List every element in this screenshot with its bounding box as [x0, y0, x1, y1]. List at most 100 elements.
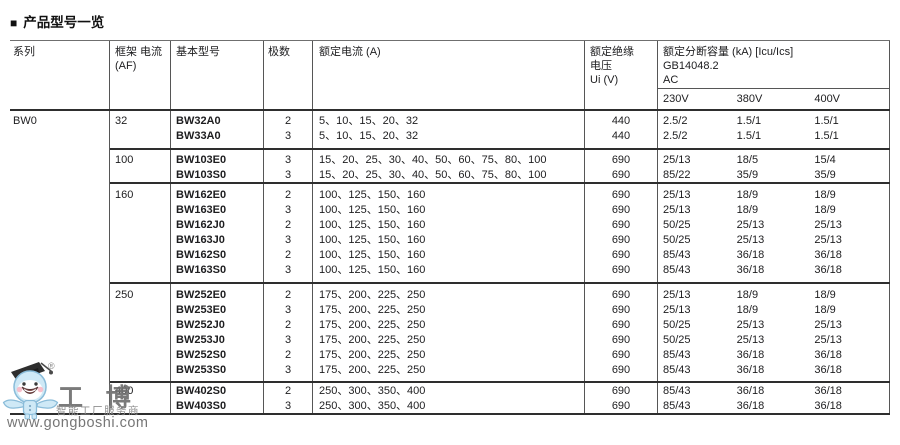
ka-400v: 25/13 — [814, 334, 842, 346]
poles-cell: 2 3 2 3 2 3 — [264, 184, 313, 282]
ka-400v: 18/9 — [814, 304, 836, 316]
row-group-af160: 160 BW162E0 BW163E0 BW162J0 BW163J0 BW16… — [110, 182, 890, 282]
poles-value: 3 — [284, 169, 292, 181]
model-value: BW253J0 — [176, 334, 225, 346]
poles-value: 2 — [284, 349, 292, 361]
model-value: BW162J0 — [176, 219, 225, 231]
ka-380v: 1.5/1 — [736, 130, 762, 142]
model-value: BW103E0 — [176, 154, 227, 166]
af-value: 400 — [115, 385, 134, 397]
breaking-row: 85/43 36/18 36/18 — [658, 263, 889, 278]
header-insulation-voltage: 额定绝缘 电压 Ui (V) — [585, 41, 658, 109]
ka-380v: 35/9 — [736, 169, 759, 181]
ka-400v: 36/18 — [814, 364, 842, 376]
ui-value: 440 — [611, 115, 631, 127]
poles-cell: 2 3 — [264, 383, 313, 413]
model-value: BW252J0 — [176, 319, 225, 331]
header-rated-current: 额定电流 (A) — [313, 41, 585, 109]
ka-230v: 85/43 — [663, 364, 691, 376]
ka-400v: 36/18 — [814, 249, 842, 261]
series-value: BW0 — [13, 115, 37, 127]
currents-value: 5、10、15、20、32 — [319, 130, 419, 142]
ka-400v: 36/18 — [814, 400, 842, 412]
model-cell: BW32A0 BW33A0 — [171, 111, 264, 148]
breaking-row: 25/13 18/9 18/9 — [658, 303, 889, 318]
breaking-cell: 85/43 36/18 36/18 85/43 36/18 36/18 — [658, 383, 890, 413]
header-insulation-line1: 额定绝缘 — [590, 46, 634, 58]
ka-380v: 36/18 — [736, 400, 765, 412]
ka-400v: 18/9 — [814, 204, 836, 216]
breaking-cell: 2.5/2 1.5/1 1.5/1 2.5/2 1.5/1 1.5/1 — [658, 111, 890, 148]
currents-cell: 100、125、150、160 100、125、150、160 100、125、… — [313, 184, 585, 282]
currents-value: 100、125、150、160 — [319, 264, 426, 276]
model-cell: BW252E0 BW253E0 BW252J0 BW253J0 BW252S0 … — [171, 284, 264, 381]
series-column: BW0 — [10, 111, 110, 413]
breaking-row: 2.5/2 1.5/1 1.5/1 — [658, 114, 889, 129]
table-body: BW0 32 BW32A0 BW33A0 2 3 5、10、15、20、32 — [10, 111, 890, 413]
ka-400v: 1.5/1 — [814, 130, 839, 142]
currents-value: 175、200、225、250 — [319, 304, 426, 316]
header-380v: 380V — [736, 93, 763, 105]
currents-cell: 15、20、25、30、40、50、60、75、80、100 15、20、25、… — [313, 150, 585, 182]
poles-value: 2 — [284, 319, 292, 331]
ka-230v: 85/43 — [663, 400, 691, 412]
currents-value: 100、125、150、160 — [319, 204, 426, 216]
watermark-brand-text: 工 博 — [58, 383, 138, 412]
poles-value: 3 — [284, 204, 292, 216]
ka-380v: 25/13 — [736, 219, 765, 231]
model-value: BW252E0 — [176, 289, 227, 301]
header-breaking-voltages: 230V 380V 400V — [658, 88, 889, 110]
ui-cell: 690 690 — [585, 383, 658, 413]
currents-value: 175、200、225、250 — [319, 319, 426, 331]
model-value: BW253S0 — [176, 364, 227, 376]
ka-400v: 15/4 — [814, 154, 836, 166]
ui-value: 690 — [611, 400, 631, 412]
header-230v: 230V — [663, 93, 689, 105]
currents-value: 5、10、15、20、32 — [319, 115, 419, 127]
header-insulation-line3: Ui (V) — [590, 74, 619, 86]
ka-400v: 18/9 — [814, 189, 836, 201]
ka-380v: 1.5/1 — [736, 115, 762, 127]
row-group-af250: 250 BW252E0 BW253E0 BW252J0 BW253J0 BW25… — [110, 282, 890, 381]
ka-230v: 2.5/2 — [663, 130, 688, 142]
table-header-row: 系列 框架 电流 (AF) 基本型号 极数 额定电流 (A) 额定绝缘 电压 U… — [10, 41, 890, 111]
title-square-bullet-icon: ■ — [10, 16, 18, 30]
header-breaking-line1: 额定分断容量 (kA) [Icu/Ics] — [663, 46, 794, 58]
currents-value: 100、125、150、160 — [319, 249, 426, 261]
breaking-row: 85/22 35/9 35/9 — [658, 168, 889, 183]
ka-380v: 36/18 — [736, 349, 765, 361]
model-cell: BW402S0 BW403S0 — [171, 383, 264, 413]
breaking-row: 85/43 36/18 36/18 — [658, 248, 889, 263]
ka-380v: 36/18 — [736, 364, 765, 376]
ka-400v: 25/13 — [814, 234, 842, 246]
af-cell: 32 — [110, 111, 171, 148]
header-insulation-line2: 电压 — [590, 60, 612, 72]
breaking-row: 85/43 36/18 36/18 — [658, 399, 889, 414]
breaking-row: 50/25 25/13 25/13 — [658, 233, 889, 248]
watermark-website-url: www.gongboshi.com — [7, 415, 149, 431]
model-value: BW162E0 — [176, 189, 227, 201]
currents-value: 15、20、25、30、40、50、60、75、80、100 — [319, 154, 547, 166]
currents-value: 175、200、225、250 — [319, 289, 426, 301]
registered-trademark-symbol: ® — [48, 361, 55, 371]
currents-value: 175、200、225、250 — [319, 364, 426, 376]
poles-value: 3 — [284, 304, 292, 316]
ka-400v: 25/13 — [814, 219, 842, 231]
breaking-row: 50/25 25/13 25/13 — [658, 318, 889, 333]
ka-230v: 25/13 — [663, 289, 691, 301]
gongboshi-mascot-icon — [2, 362, 59, 420]
currents-value: 15、20、25、30、40、50、60、75、80、100 — [319, 169, 547, 181]
af-value: 32 — [115, 115, 128, 127]
ka-230v: 25/13 — [663, 204, 691, 216]
ka-380v: 18/9 — [736, 204, 759, 216]
currents-value: 175、200、225、250 — [319, 349, 426, 361]
breaking-row: 2.5/2 1.5/1 1.5/1 — [658, 129, 889, 144]
breaking-row: 25/13 18/5 15/4 — [658, 153, 889, 168]
ka-380v: 36/18 — [736, 385, 765, 397]
ui-cell: 690 690 — [585, 150, 658, 182]
header-breaking-capacity: 额定分断容量 (kA) [Icu/Ics] GB14048.2 AC 230V … — [658, 41, 890, 109]
af-cell: 400 — [110, 383, 171, 413]
breaking-cell: 25/13 18/9 18/9 25/13 18/9 18/9 50/25 25… — [658, 184, 890, 282]
breaking-row: 25/13 18/9 18/9 — [658, 188, 889, 203]
